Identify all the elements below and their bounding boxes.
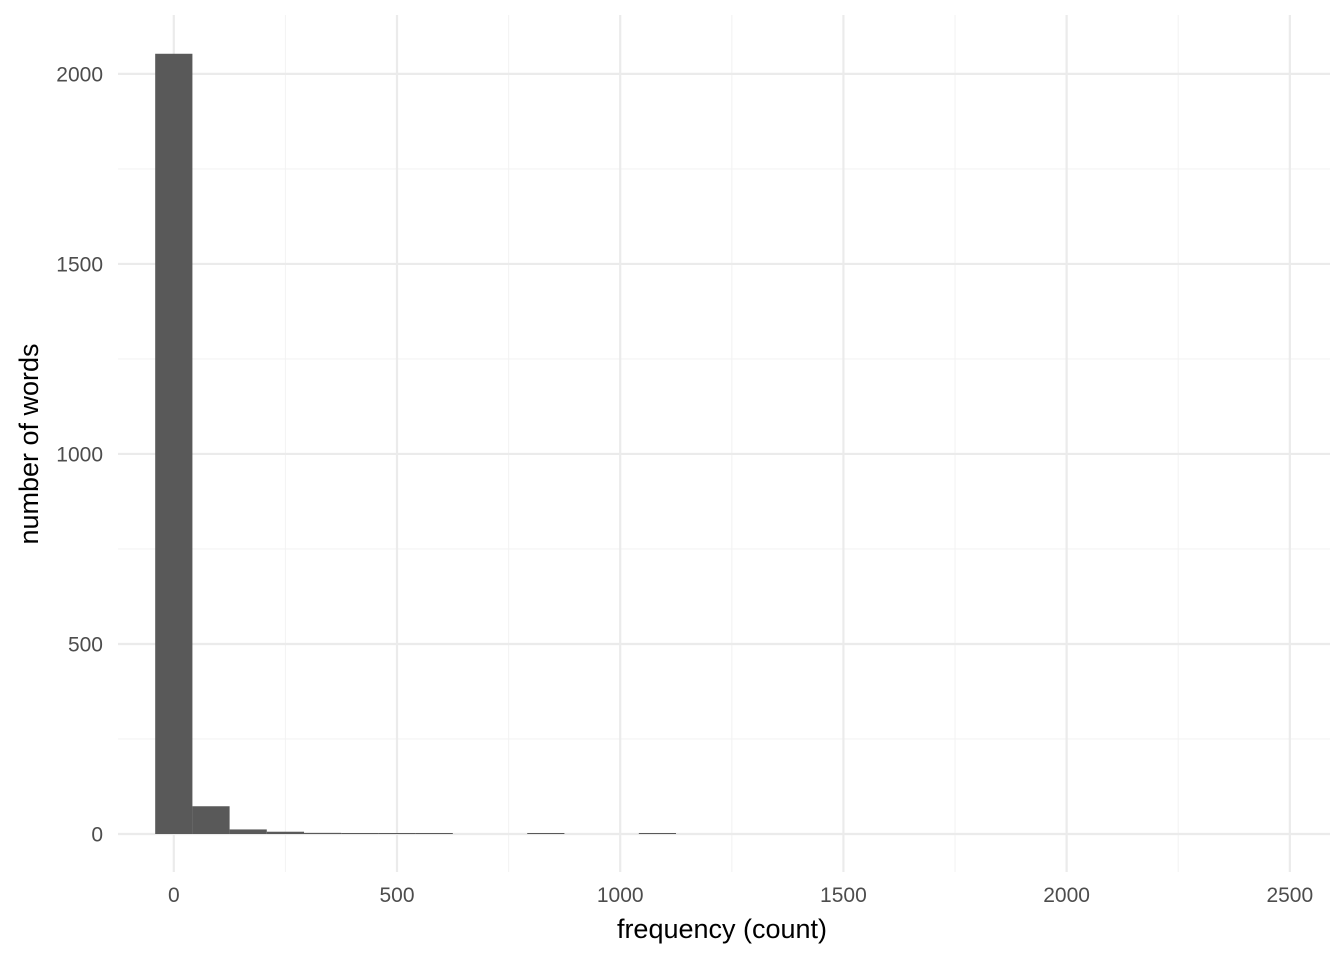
- y-tick-label-3: 1500: [56, 253, 103, 276]
- x-axis-title: frequency (count): [617, 914, 827, 944]
- bars: [155, 53, 677, 834]
- histogram-bar-0: [155, 53, 193, 834]
- histogram-bar-9: [638, 832, 677, 834]
- x-tick-labels: 0 500 1000 1500 2000 2500: [168, 884, 1313, 907]
- grid-minor: [118, 15, 1330, 872]
- histogram-bar-8: [527, 832, 565, 834]
- y-tick-labels: 0 500 1000 1500 2000: [56, 63, 103, 846]
- histogram-bar-7: [415, 832, 453, 834]
- histogram-bar-2: [229, 829, 267, 834]
- x-tick-label-0: 0: [168, 884, 180, 907]
- x-tick-label-4: 2000: [1043, 884, 1090, 907]
- histogram-bar-4: [304, 832, 342, 834]
- x-tick-label-1: 500: [379, 884, 414, 907]
- y-tick-label-0: 0: [91, 823, 103, 846]
- y-tick-label-1: 500: [68, 633, 103, 656]
- y-tick-label-2: 1000: [56, 443, 103, 466]
- histogram-bar-6: [378, 832, 416, 834]
- x-tick-label-5: 2500: [1266, 884, 1313, 907]
- histogram-bar-1: [192, 806, 230, 834]
- y-axis-title: number of words: [14, 343, 44, 544]
- histogram-bar-5: [341, 832, 379, 834]
- x-tick-label-3: 1500: [820, 884, 867, 907]
- x-tick-label-2: 1000: [597, 884, 644, 907]
- y-tick-label-4: 2000: [56, 63, 103, 86]
- histogram-bar-3: [266, 831, 305, 834]
